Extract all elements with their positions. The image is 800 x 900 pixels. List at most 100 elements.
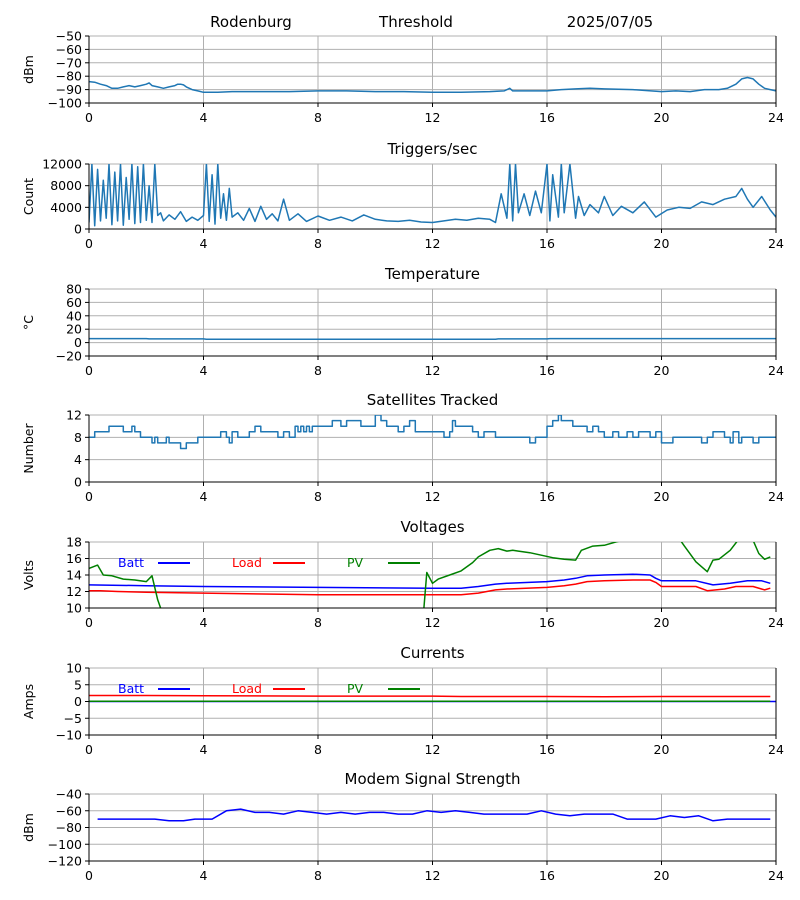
x-tick-label: 4 — [200, 742, 208, 757]
series-batt — [89, 573, 771, 589]
x-tick-label: 24 — [768, 742, 784, 757]
series-line — [89, 415, 776, 450]
series-load — [89, 579, 771, 596]
y-tick-label: 12 — [66, 408, 82, 423]
x-tick-label: 0 — [85, 110, 93, 125]
x-tick-label: 4 — [200, 236, 208, 251]
x-tick-label: 12 — [425, 236, 441, 251]
y-tick-label: 16 — [66, 551, 82, 566]
y-tick-label: −80 — [56, 820, 82, 835]
legend-label-batt: Batt — [118, 681, 144, 696]
chart-title: Temperature — [384, 265, 480, 283]
x-tick-label: 24 — [768, 615, 784, 630]
y-tick-label: 14 — [66, 568, 82, 583]
y-tick-label: 0 — [74, 222, 82, 237]
series-line — [89, 164, 776, 227]
y-tick-label: −100 — [48, 96, 82, 111]
y-axis-label: Volts — [21, 560, 36, 590]
x-tick-label: 20 — [654, 110, 670, 125]
y-tick-label: 40 — [66, 308, 82, 323]
station-name: Rodenburg — [210, 13, 292, 31]
x-tick-label: 12 — [425, 742, 441, 757]
x-tick-label: 20 — [654, 236, 670, 251]
y-axis-label: Amps — [21, 684, 36, 719]
x-tick-label: 8 — [314, 868, 322, 883]
chart-title: Currents — [400, 644, 464, 662]
x-tick-label: 12 — [425, 615, 441, 630]
panel-rssi: 0 4 8 12 16 20 24 −100−90−80−70−60−50 dBm — [21, 29, 784, 126]
series-line — [89, 337, 776, 341]
y-tick-label: 0 — [74, 335, 82, 350]
chart-title: Triggers/sec — [387, 140, 478, 158]
x-tick-label: 20 — [654, 489, 670, 504]
series-pv — [89, 542, 771, 608]
x-tick-label: 0 — [85, 236, 93, 251]
x-tick-label: 0 — [85, 489, 93, 504]
report-date: 2025/07/05 — [567, 13, 653, 31]
x-tick-label: 4 — [200, 615, 208, 630]
legend-label-pv: PV — [347, 681, 364, 696]
x-tick-label: 12 — [425, 489, 441, 504]
series-line — [97, 808, 771, 822]
y-tick-label: 8000 — [50, 178, 82, 193]
x-tick-label: 16 — [539, 615, 555, 630]
series-load — [89, 694, 771, 698]
x-tick-label: 8 — [314, 615, 322, 630]
x-tick-label: 8 — [314, 236, 322, 251]
y-axis-label: Number — [21, 423, 36, 474]
x-tick-label: 4 — [200, 868, 208, 883]
y-tick-label: −20 — [56, 349, 82, 364]
x-tick-label: 8 — [314, 489, 322, 504]
panel-modem: 0 4 8 12 16 20 24 −120 −100 −80 −60−40 dBm Modem Sig… — [21, 770, 784, 883]
x-tick-label: 24 — [768, 236, 784, 251]
chart-title: Modem Signal Strength — [345, 770, 521, 788]
series-line — [89, 76, 776, 94]
y-tick-label: 4000 — [50, 200, 82, 215]
y-tick-label: 5 — [74, 677, 82, 692]
y-axis-label: dBm — [21, 55, 36, 84]
y-tick-label: 10 — [66, 601, 82, 616]
x-tick-label: 0 — [85, 742, 93, 757]
legend-label-load: Load — [232, 681, 262, 696]
y-tick-label: −40 — [56, 787, 82, 802]
y-tick-label: −5 — [64, 711, 82, 726]
panel-triggers: 0 4 8 12 16 20 24 0 4000 8000 12000 Count Triggers/s… — [21, 140, 784, 251]
y-tick-label: −50 — [56, 29, 82, 44]
y-tick-label: 0 — [74, 694, 82, 709]
x-tick-label: 24 — [768, 363, 784, 378]
y-tick-label: 60 — [66, 295, 82, 310]
x-tick-label: 20 — [654, 742, 670, 757]
x-tick-label: 4 — [200, 489, 208, 504]
y-tick-label: −100 — [48, 837, 82, 852]
legend-label-batt: Batt — [118, 555, 144, 570]
y-tick-label: 12000 — [42, 157, 82, 172]
x-tick-label: 4 — [200, 110, 208, 125]
x-tick-label: 12 — [425, 363, 441, 378]
y-tick-label: 8 — [74, 430, 82, 445]
x-tick-label: 0 — [85, 868, 93, 883]
x-tick-label: 16 — [539, 363, 555, 378]
y-tick-label: −60 — [56, 803, 82, 818]
y-tick-label: −90 — [56, 82, 82, 97]
x-tick-label: 24 — [768, 868, 784, 883]
x-tick-label: 0 — [85, 363, 93, 378]
x-tick-label: 12 — [425, 868, 441, 883]
chart-title: Satellites Tracked — [367, 391, 498, 409]
y-tick-label: 18 — [66, 535, 82, 550]
x-tick-label: 16 — [539, 110, 555, 125]
y-axis-label: dBm — [21, 813, 36, 842]
y-tick-label: −80 — [56, 69, 82, 84]
y-tick-label: 0 — [74, 475, 82, 490]
x-tick-label: 20 — [654, 363, 670, 378]
legend-label-pv: PV — [347, 555, 364, 570]
y-tick-label: 12 — [66, 584, 82, 599]
trigger-mode: Threshold — [378, 13, 453, 31]
page-header: Rodenburg Threshold 2025/07/05 — [210, 13, 653, 31]
x-tick-label: 16 — [539, 236, 555, 251]
x-tick-label: 24 — [768, 489, 784, 504]
y-tick-label: −120 — [48, 854, 82, 869]
y-tick-label: −70 — [56, 55, 82, 70]
